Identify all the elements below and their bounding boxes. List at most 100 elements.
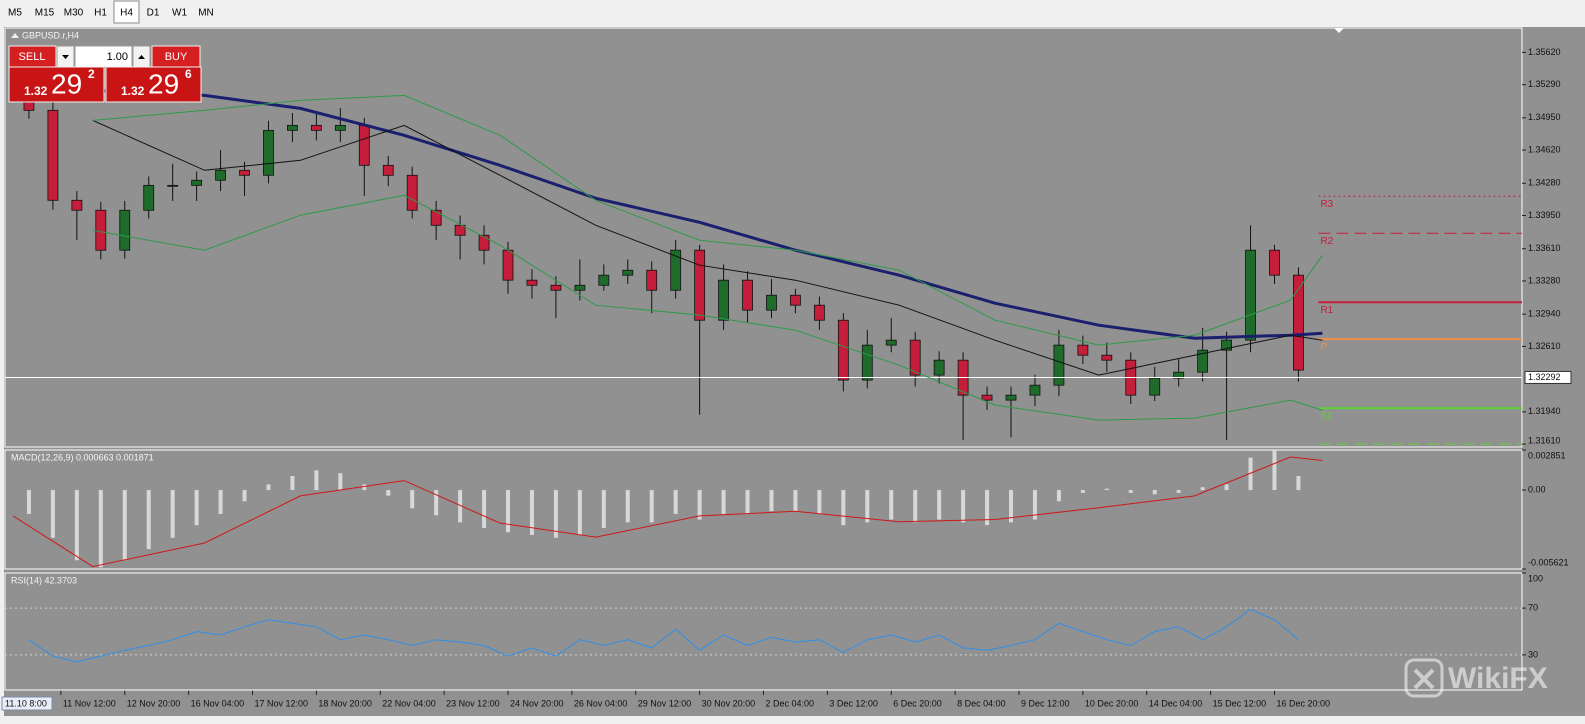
histogram-bar: [913, 490, 918, 523]
histogram-bar: [697, 490, 702, 520]
candle-body: [95, 209, 107, 251]
histogram-bar: [146, 490, 151, 550]
bid-point: 2: [88, 67, 95, 81]
x-tick-label: 15 Dec 12:00: [1213, 698, 1267, 708]
buy-label: BUY: [165, 51, 188, 63]
candle-body: [766, 294, 777, 311]
histogram-bar: [290, 475, 295, 491]
histogram-bar: [458, 490, 463, 523]
candle-body: [694, 249, 706, 321]
candle-body: [454, 224, 466, 236]
up-arrow-icon: [138, 55, 145, 59]
x-tick-label: 14 Dec 04:00: [1149, 698, 1203, 708]
candle-body: [885, 339, 897, 346]
candle-body: [478, 234, 490, 251]
histogram-bar: [386, 490, 391, 496]
histogram-bar: [1248, 457, 1253, 491]
histogram-bar: [1176, 490, 1181, 493]
last-price-label: 1.32292: [1528, 372, 1561, 382]
panel-frame: [4, 27, 1523, 448]
candle-body: [1149, 377, 1161, 396]
timeframe-button[interactable]: [88, 0, 113, 24]
candle-body: [1077, 344, 1089, 356]
y-tick-label: 1.33280: [1528, 275, 1561, 285]
histogram-bar: [745, 490, 750, 514]
candle-body: [550, 284, 562, 291]
candle-body: [670, 249, 682, 291]
candle-body: [358, 124, 370, 166]
bid-big: 1.32: [24, 84, 48, 98]
histogram-bar: [362, 484, 367, 491]
candle-body: [47, 109, 59, 201]
candle-body: [813, 304, 825, 321]
histogram-bar: [625, 490, 630, 523]
histogram-bar: [553, 490, 558, 538]
lot-value: 1.00: [107, 51, 128, 63]
y-tick-label: 1.34280: [1528, 178, 1561, 188]
histogram-bar: [338, 473, 343, 491]
timeframe-label: MN: [198, 8, 214, 19]
timeframe-button[interactable]: [0, 0, 30, 24]
x-tick-label: 30 Nov 20:00: [702, 698, 756, 708]
candle-body: [861, 344, 873, 381]
ask-pips: 29: [148, 68, 179, 99]
timeframe-button[interactable]: [193, 0, 219, 24]
histogram-bar: [1080, 490, 1085, 493]
timeframe-label: M30: [64, 8, 84, 19]
histogram-bar: [889, 490, 894, 520]
timeframe-button[interactable]: [113, 0, 140, 24]
timeframe-button[interactable]: [140, 0, 166, 24]
ask-point: 6: [185, 67, 192, 81]
ask-box[interactable]: [105, 66, 202, 103]
y-tick-label: 1.32940: [1528, 309, 1561, 319]
symbol-icon: [11, 33, 19, 38]
histogram-bar: [98, 490, 103, 568]
candle-body: [143, 184, 155, 211]
x-tick-label: 11 Nov 12:00: [63, 698, 116, 708]
histogram-bar: [937, 490, 942, 520]
histogram-bar: [817, 490, 822, 514]
candle-body: [1053, 344, 1065, 386]
x-tick-label: 24 Nov 20:00: [510, 698, 564, 708]
y-tick-label: 0.002851: [1528, 450, 1566, 460]
candle-body: [191, 179, 203, 186]
candle-body: [909, 339, 921, 376]
bid-box[interactable]: [8, 66, 105, 103]
candle-body: [1221, 339, 1232, 351]
ask-big: 1.32: [121, 84, 145, 98]
histogram-bar: [410, 490, 415, 509]
shift-marker: [1334, 28, 1344, 33]
timeframe-button[interactable]: [166, 0, 193, 24]
timeframe-button[interactable]: [59, 0, 88, 24]
panel-title: GBPUSD.r,H4: [22, 30, 79, 40]
candle-body: [1173, 371, 1185, 379]
watermark-text: WikiFX: [1448, 662, 1548, 695]
histogram-bar: [577, 490, 582, 535]
overlay-line: [92, 194, 1323, 421]
panel-frame: [4, 572, 1523, 691]
x-tick-label: 16 Dec 20:00: [1276, 698, 1330, 708]
timeframe-button[interactable]: [30, 0, 59, 24]
histogram-bar: [961, 490, 966, 523]
overlay-line: [92, 119, 1323, 376]
indicator-line: [28, 608, 1299, 663]
candle-body: [1005, 394, 1017, 401]
histogram-bar: [529, 490, 534, 535]
histogram-bar: [314, 470, 319, 491]
histogram-bar: [506, 490, 511, 533]
histogram-bar: [1296, 475, 1301, 491]
candle-body: [574, 284, 586, 291]
candle-body: [622, 269, 634, 276]
x-tick-label: 16 Nov 04:00: [191, 698, 245, 708]
panel-title: RSI(14) 42.3703: [11, 575, 77, 585]
histogram-bar: [841, 490, 846, 526]
candle-body: [526, 279, 538, 286]
y-tick-label: 1.33950: [1528, 210, 1561, 220]
pivot-label: R2: [1320, 236, 1333, 247]
x-tick-label: 22 Nov 04:00: [382, 698, 436, 708]
crosshair-box: [1, 696, 53, 711]
candle-body: [1293, 274, 1304, 371]
x-tick-label: 2 Dec 04:00: [766, 698, 815, 708]
candle-body: [382, 164, 394, 176]
candle-body: [119, 209, 131, 251]
